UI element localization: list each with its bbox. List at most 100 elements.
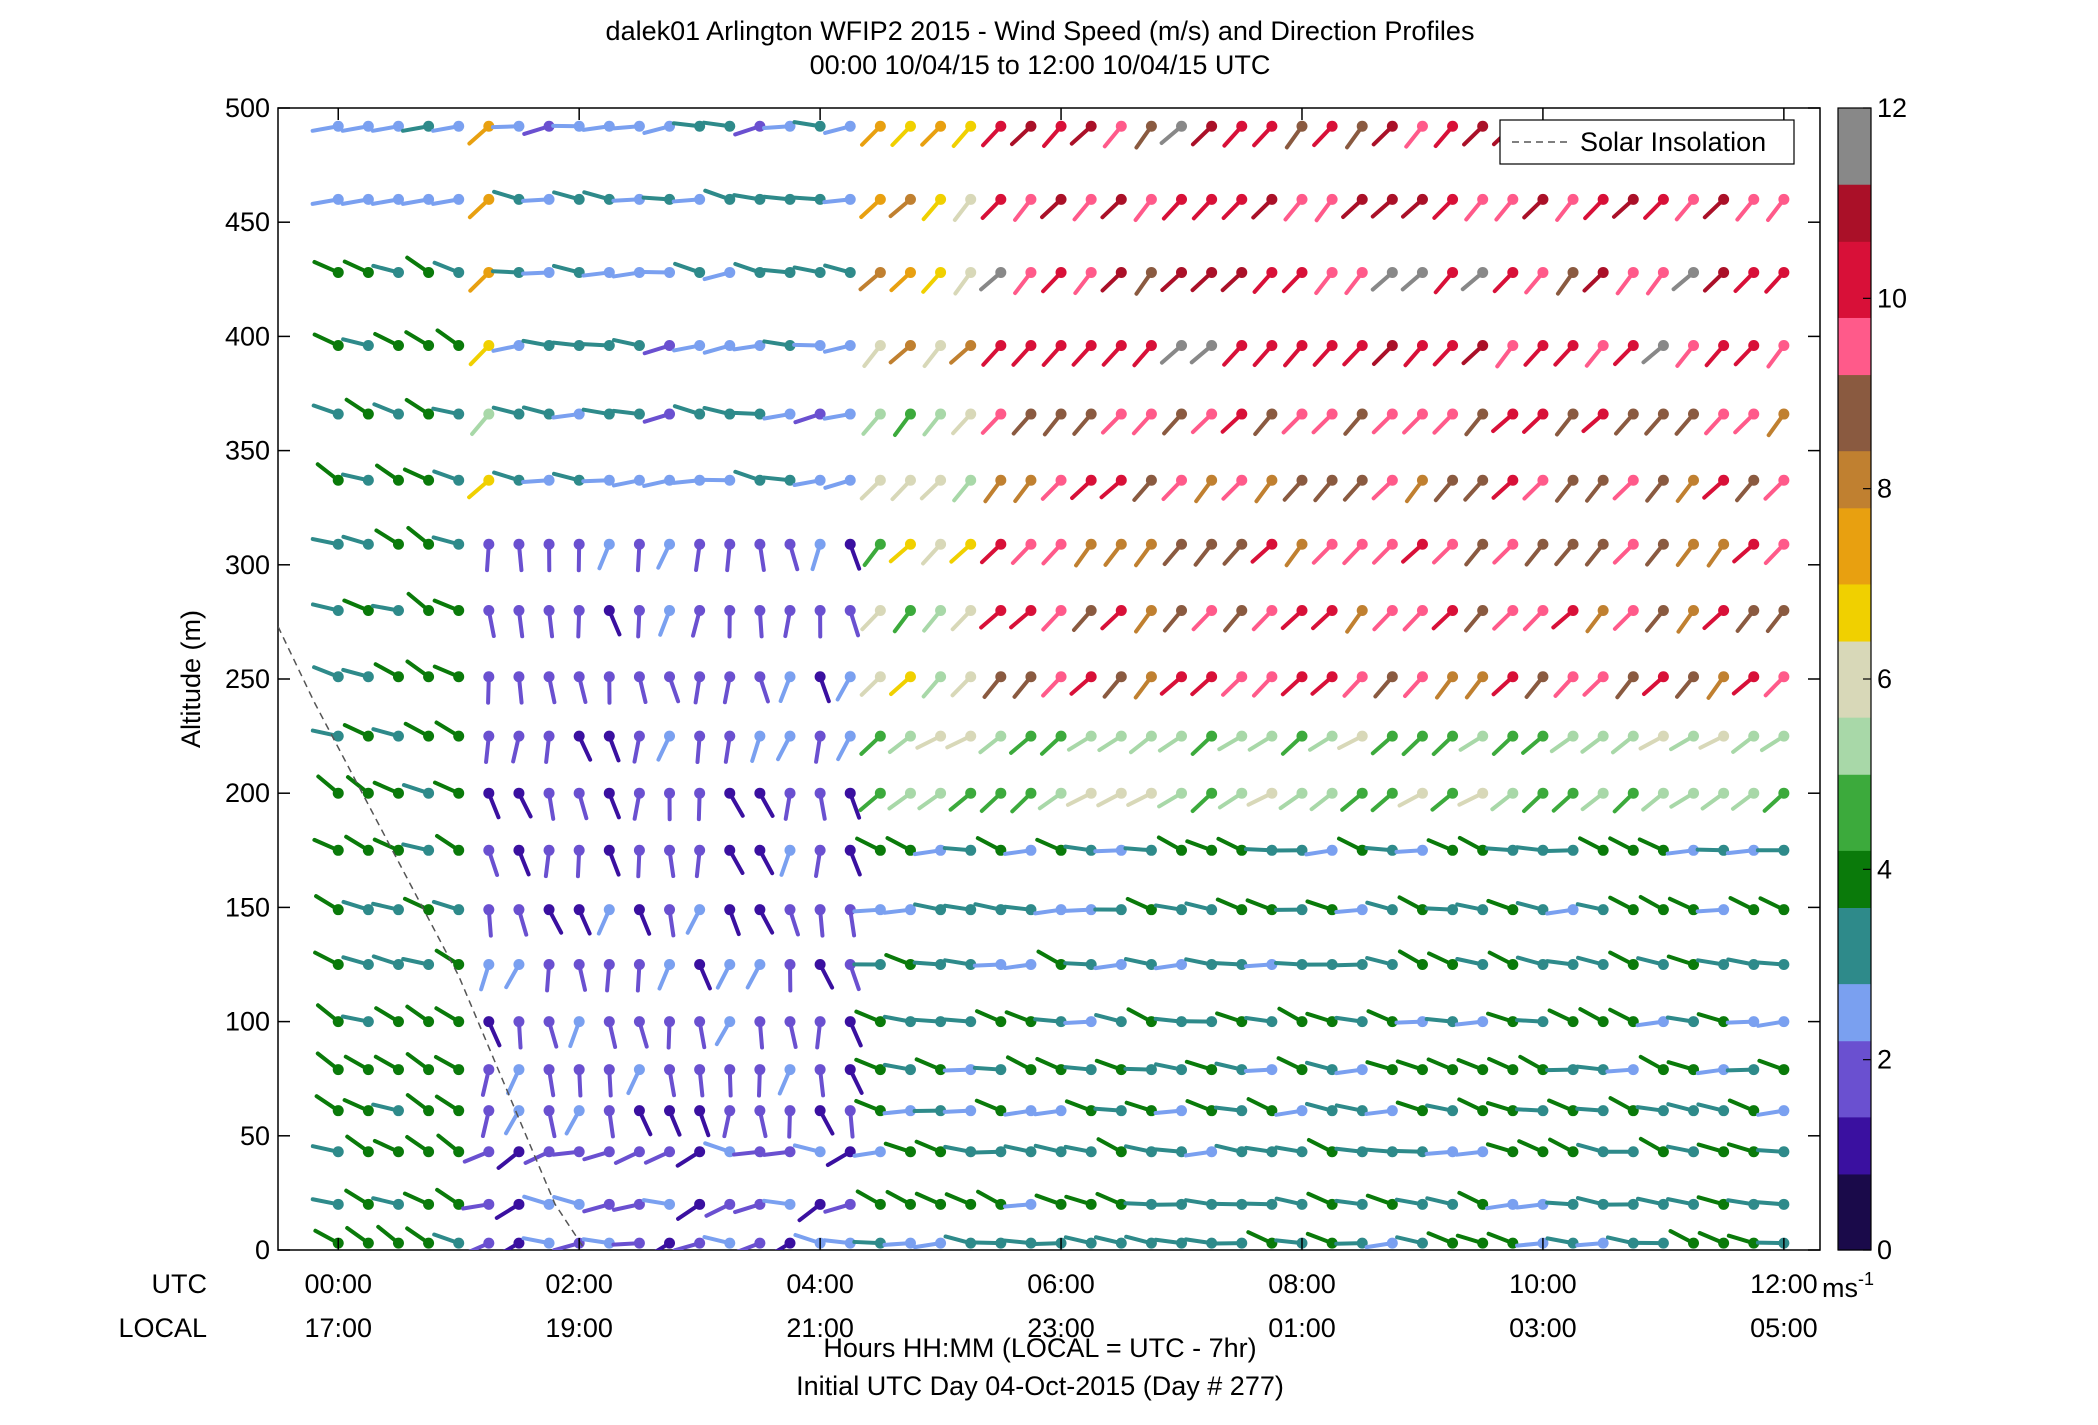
wind-vector [1191,604,1218,632]
wind-vector [1674,408,1700,436]
wind-vector [376,1224,404,1249]
wind-vector [1644,408,1669,436]
wind-vector [1153,1105,1188,1117]
wind-vector [724,1064,736,1098]
wind-vector [861,408,886,436]
wind-vector [654,1237,676,1250]
wind-vector [1244,1015,1278,1028]
wind-vector [664,1105,682,1137]
wind-vector [944,1192,977,1210]
wind-vector [1725,1064,1760,1076]
wind-vector [374,528,404,550]
wind-vector [551,408,585,420]
wind-vector [603,1064,615,1098]
wind-vector [1675,671,1700,699]
wind-vector [656,730,676,762]
wind-vector [664,904,676,938]
wind-vector [1696,1012,1730,1028]
wind-vector [724,604,736,639]
wind-vector [1184,1059,1218,1076]
wind-vector [1370,787,1398,813]
wind-vector [483,787,501,820]
wind-vector [1222,120,1248,148]
wind-vector [814,1016,826,1050]
wind-vector [312,332,344,352]
wind-vector [792,265,826,278]
wind-vector [1365,1060,1398,1076]
wind-vector [774,1237,796,1250]
wind-vector [1584,340,1609,368]
wind-vector [480,1105,495,1138]
wind-vector [513,844,531,877]
x-tick-label-local: 03:00 [1509,1313,1577,1343]
wind-vector [1222,538,1248,566]
wind-vector [373,332,404,352]
wind-vector [642,408,676,424]
wind-vector [915,730,947,750]
wind-vector [1464,408,1489,437]
wind-vector [1733,408,1760,435]
wind-vector [371,901,404,916]
wind-vector [1615,671,1639,700]
wind-vector [792,1143,826,1158]
wind-vector [1584,538,1609,567]
colorbar-strip [1838,488,1871,509]
wind-vector [1069,671,1097,696]
wind-vector [1246,787,1278,807]
colorbar-strip [1838,108,1871,128]
wind-vector [1277,1006,1308,1028]
wind-vector [1700,787,1730,811]
wind-vector [1522,474,1549,501]
wind-vector [1582,266,1609,293]
wind-vector [314,1094,344,1117]
wind-vector [1608,836,1639,856]
wind-vector [1371,120,1398,147]
wind-vector [1133,193,1157,223]
wind-vector [860,604,886,632]
wind-vector [543,1064,556,1098]
colorbar-strip [1838,222,1871,242]
wind-vector [852,1146,886,1158]
wind-vector [1404,474,1428,504]
wind-vector [1635,1237,1669,1249]
colorbar-strip [1838,945,1871,966]
wind-vector [603,959,615,993]
wind-vector [814,904,826,938]
colorbar-strip [1838,393,1871,414]
wind-vector [1612,787,1639,814]
x-tick-label-local: 21:00 [786,1313,854,1343]
wind-vector [921,266,947,294]
wind-vector [1251,671,1278,698]
wind-vector [1370,193,1398,219]
wind-vector [1524,266,1549,295]
wind-vector [912,1105,947,1117]
wind-vector [344,834,374,856]
colorbar-strip [1838,279,1871,299]
wind-vector [823,1198,856,1214]
wind-vector [1189,340,1218,365]
wind-vector [513,787,533,819]
wind-vector [1575,1196,1609,1210]
wind-vector [1153,1198,1188,1210]
wind-vector [762,408,796,421]
wind-vector [312,665,344,683]
wind-vector [1100,193,1127,220]
wind-vector [1605,1235,1639,1249]
wind-vector [1763,671,1790,698]
wind-vector [1162,604,1188,633]
wind-vector [344,397,374,420]
wind-vector [1134,266,1157,296]
wind-vector [372,780,404,799]
wind-vector [814,844,826,878]
wind-vector [1161,474,1188,502]
wind-vector [603,671,615,705]
wind-vector [919,474,947,501]
wind-vector [779,844,796,877]
wind-vector [671,474,706,486]
wind-vector [859,671,886,697]
wind-vector [406,591,435,616]
x-row-label-utc: UTC [152,1269,208,1299]
wind-vector [1011,408,1037,436]
wind-vector [1665,844,1700,856]
wind-vector [1555,266,1579,296]
